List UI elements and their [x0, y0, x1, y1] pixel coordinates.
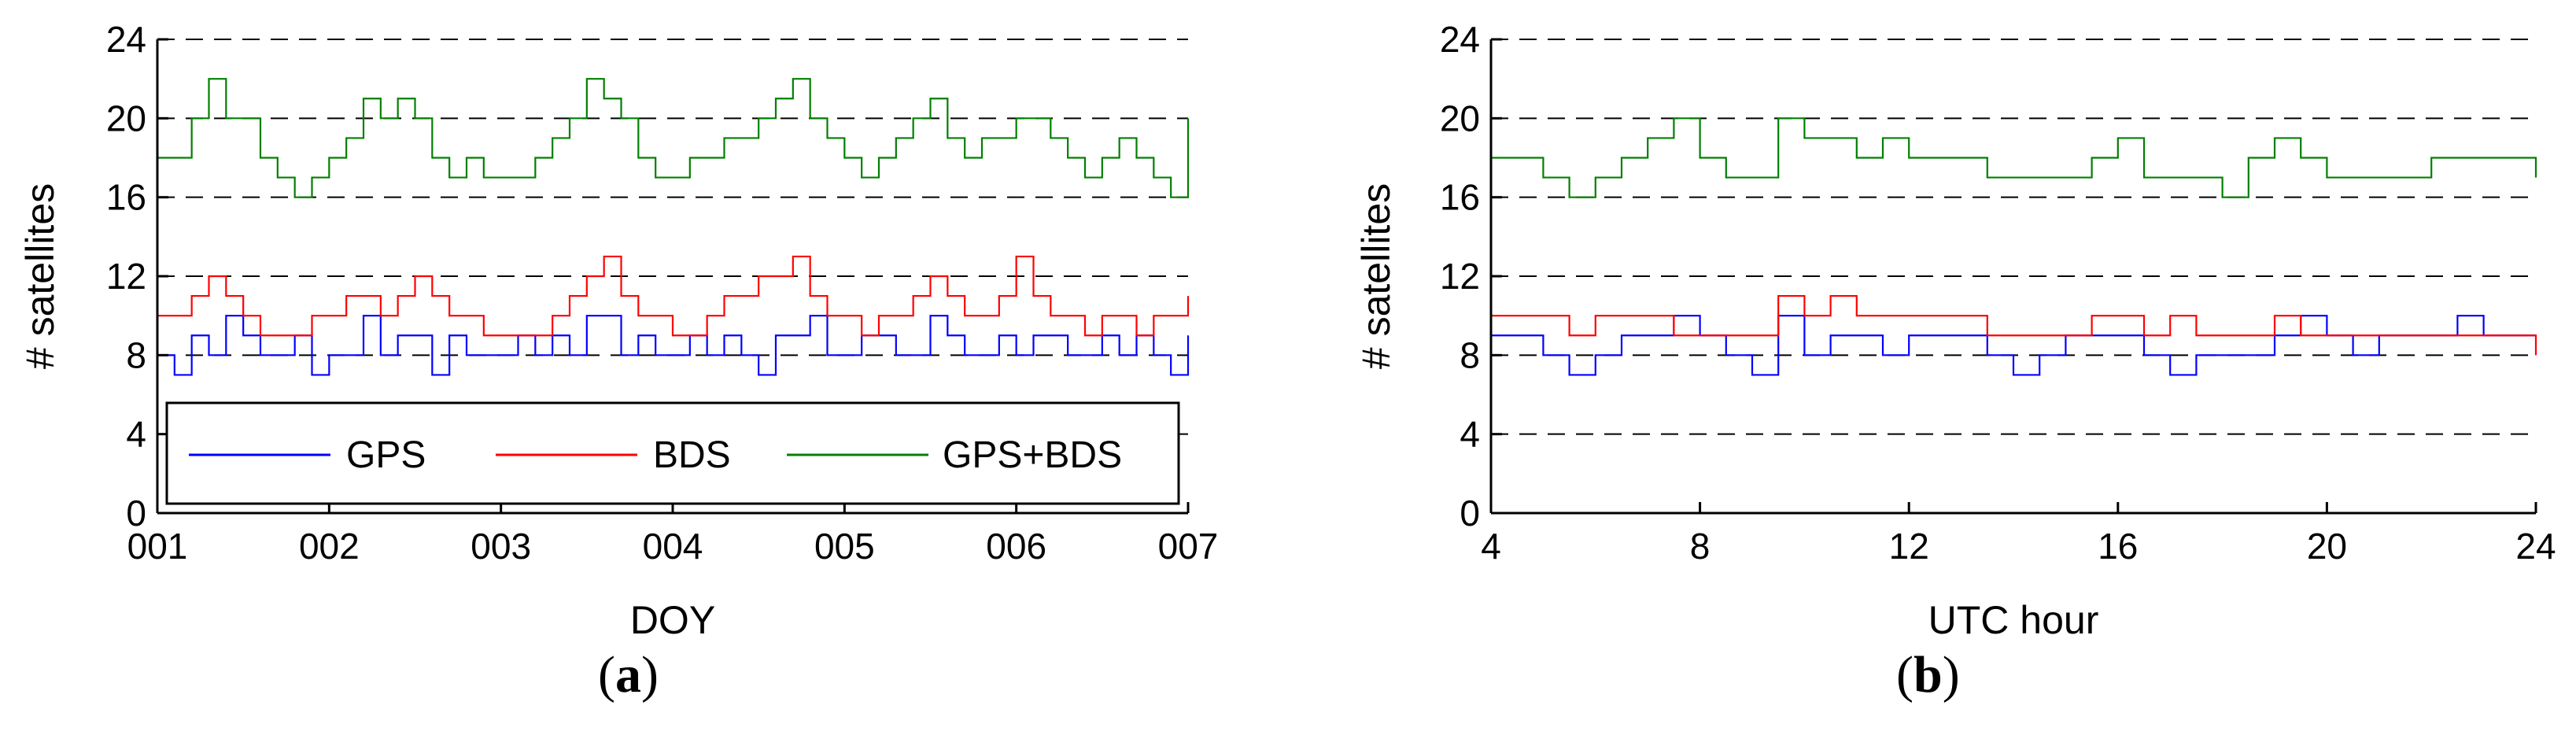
y-tick-label-2: 8: [126, 334, 146, 375]
y-tick-label-1: 4: [1460, 414, 1480, 455]
caption-b-letter: b: [1913, 646, 1943, 704]
y-tick-label-6: 24: [106, 19, 146, 60]
y-tick-label-5: 20: [106, 98, 146, 138]
x-tick-label-3: 004: [643, 526, 703, 567]
x-tick-label-2: 003: [471, 526, 531, 567]
series-gps-line: [157, 315, 1190, 376]
legend: GPS BDS GPS+BDS: [165, 401, 1180, 505]
y-tick-label-3: 12: [106, 256, 146, 297]
y-axis-label: # satellites: [1354, 183, 1398, 369]
y-tick-label-5: 20: [1440, 98, 1480, 138]
caption-b: (b): [1896, 646, 1960, 704]
x-tick-label-0: 4: [1481, 526, 1501, 567]
legend-label-gps: GPS: [346, 434, 426, 476]
series-bds-line: [1491, 294, 2537, 356]
x-tick-label-3: 16: [2098, 526, 2138, 567]
x-tick-label-1: 8: [1690, 526, 1711, 567]
x-tick-label-5: 006: [986, 526, 1046, 567]
x-tick-label-1: 002: [299, 526, 360, 567]
legend-box: [165, 401, 1180, 505]
panel-a-chart: 0 4 8 12 16 20 24 001 002 003 004 005 006 007 DOY # sat…: [18, 19, 1218, 642]
y-tick-label-6: 24: [1440, 19, 1480, 60]
y-tick-label-0: 0: [126, 493, 146, 534]
series-gps-line: [1491, 315, 2536, 376]
y-tick-label-2: 8: [1460, 334, 1480, 375]
caption-a: (a): [598, 646, 659, 704]
y-tick-label-1: 4: [126, 414, 146, 455]
x-tick-label-0: 001: [127, 526, 188, 567]
legend-label-gps-bds: GPS+BDS: [943, 434, 1122, 476]
x-axis-label: DOY: [630, 598, 715, 642]
x-tick-label-4: 20: [2307, 526, 2347, 567]
x-tick-label-6: 007: [1158, 526, 1219, 567]
series-gps-bds-line: [1491, 117, 2537, 198]
series-bds-line: [157, 255, 1190, 337]
y-tick-label-4: 16: [1440, 177, 1480, 218]
x-tick-label-5: 24: [2515, 526, 2556, 567]
y-axis-label: # satellites: [18, 183, 62, 369]
legend-label-bds: BDS: [653, 434, 731, 476]
y-tick-label-4: 16: [106, 177, 146, 218]
x-tick-label-4: 005: [814, 526, 875, 567]
x-tick-label-2: 12: [1889, 526, 1929, 567]
x-axis-label: UTC hour: [1928, 598, 2099, 642]
y-tick-label-3: 12: [1440, 256, 1480, 297]
series-gps-bds-line: [157, 78, 1190, 198]
caption-a-letter: a: [614, 646, 641, 704]
y-tick-label-0: 0: [1460, 493, 1480, 534]
